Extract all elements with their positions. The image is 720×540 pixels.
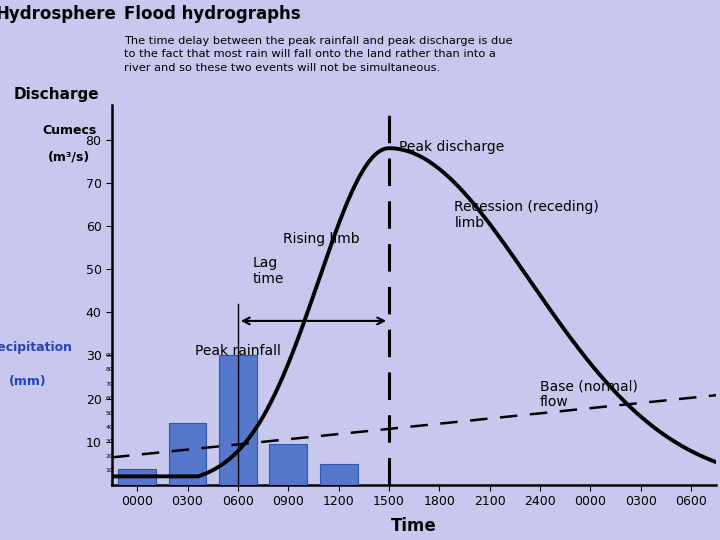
- Text: Peak discharge: Peak discharge: [399, 139, 504, 153]
- Text: 30: 30: [106, 440, 114, 444]
- Text: 1: 1: [109, 481, 114, 486]
- Text: Flood hydrographs: Flood hydrographs: [124, 5, 301, 23]
- Text: Base (normal)
flow: Base (normal) flow: [540, 379, 638, 409]
- Text: Time: Time: [392, 517, 437, 535]
- Text: Recession (receding)
limb: Recession (receding) limb: [454, 200, 599, 230]
- Text: 40: 40: [106, 425, 114, 430]
- Text: Discharge: Discharge: [13, 86, 99, 102]
- Text: (m³/s): (m³/s): [48, 151, 91, 164]
- Text: Lag
time: Lag time: [253, 256, 284, 286]
- Text: Peak rainfall: Peak rainfall: [195, 344, 281, 358]
- Text: 80: 80: [106, 367, 114, 373]
- Bar: [118, 469, 156, 485]
- Text: 10: 10: [106, 468, 114, 473]
- Text: 90: 90: [106, 353, 114, 358]
- Text: Precipitation: Precipitation: [0, 341, 73, 354]
- Bar: [320, 464, 358, 485]
- Text: Rising limb: Rising limb: [283, 232, 360, 246]
- Text: Hydrosphere: Hydrosphere: [0, 5, 117, 23]
- Bar: [219, 355, 257, 485]
- Bar: [269, 443, 307, 485]
- Text: (mm): (mm): [9, 375, 47, 388]
- Text: 60: 60: [106, 396, 114, 401]
- Text: 70: 70: [106, 382, 114, 387]
- Text: 50: 50: [106, 410, 114, 416]
- Bar: [168, 423, 207, 485]
- Text: Cumecs: Cumecs: [42, 124, 96, 137]
- Text: 20: 20: [106, 454, 114, 458]
- Text: The time delay between the peak rainfall and peak discharge is due
to the fact t: The time delay between the peak rainfall…: [124, 36, 513, 72]
